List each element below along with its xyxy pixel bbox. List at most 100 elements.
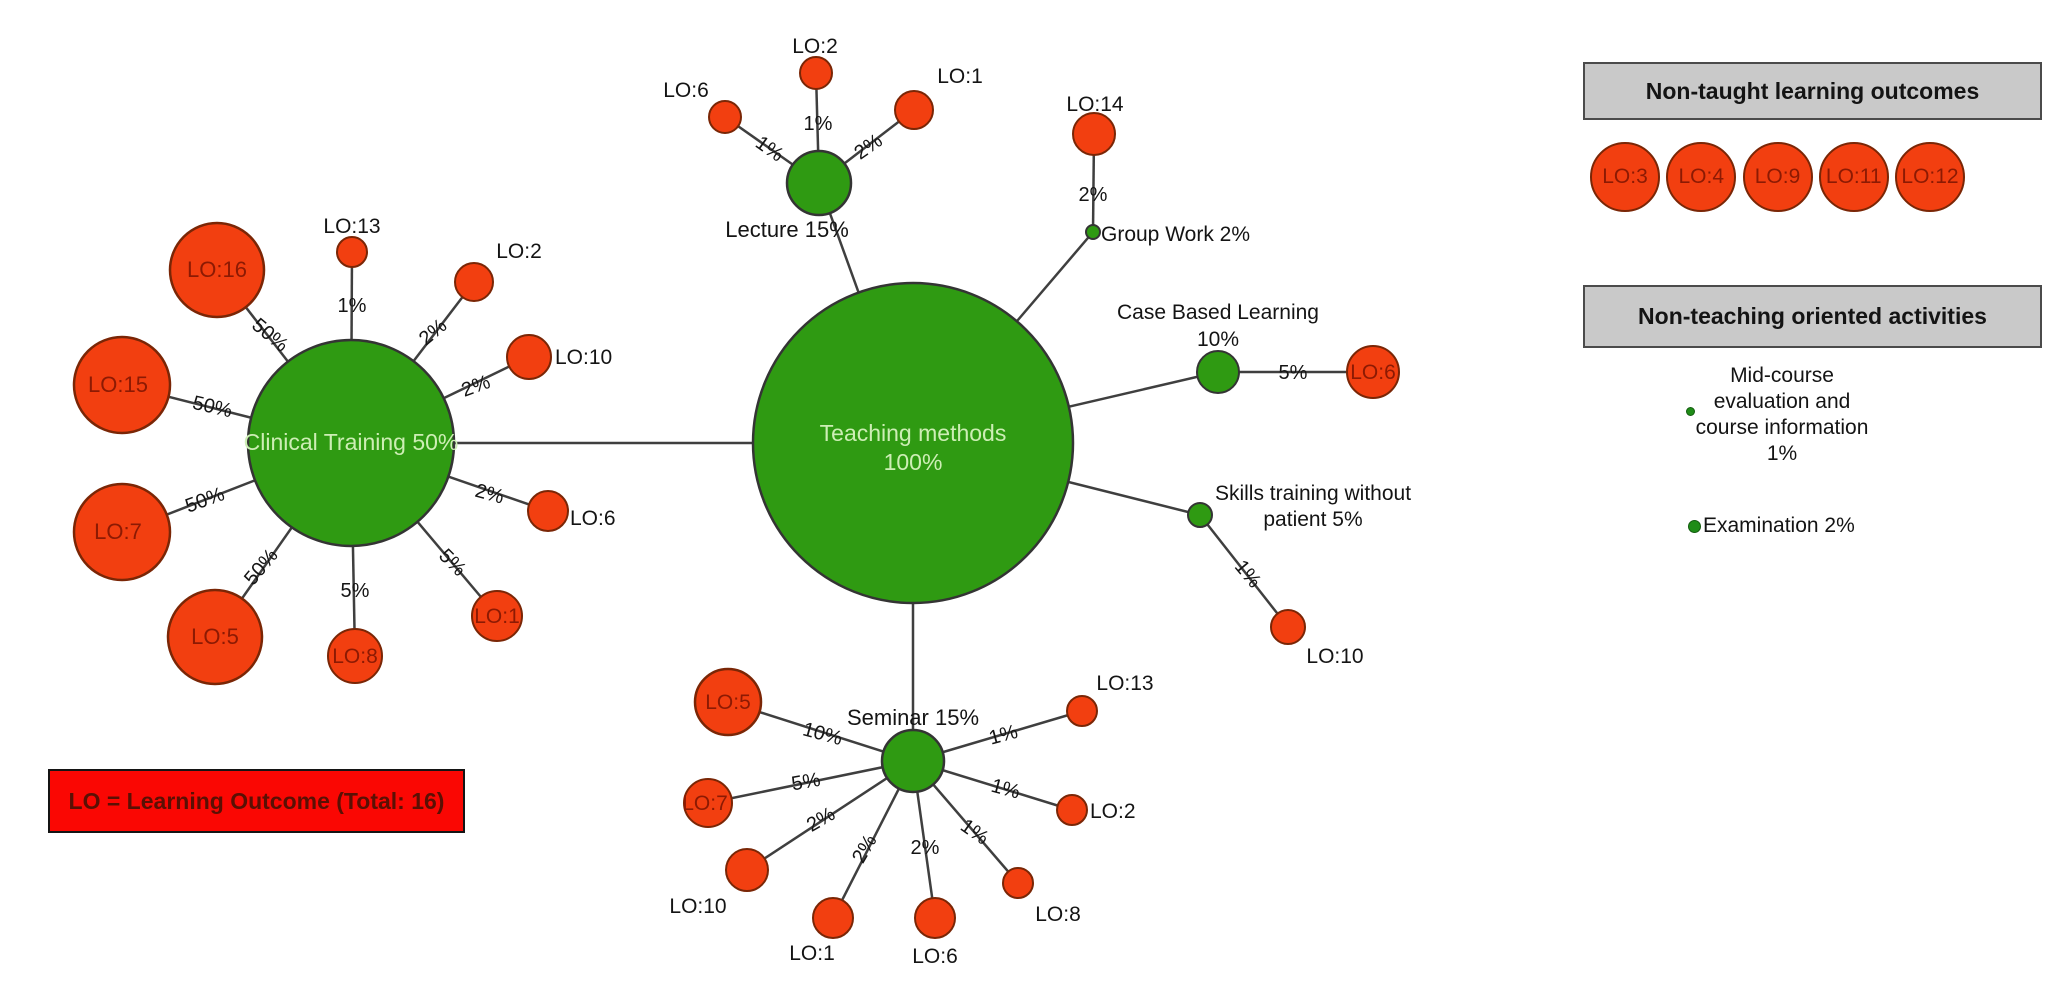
node-lec_lo6 <box>708 100 742 134</box>
non-taught-lo-circle: LO:9 <box>1742 142 1813 212</box>
node-sem_lo13 <box>1066 695 1098 727</box>
label-cl_lo1: LO:1 <box>474 605 520 628</box>
pct-seminar-sem_lo2: 1% <box>989 775 1023 804</box>
lo-legend-text: LO = Learning Outcome (Total: 16) <box>68 787 445 814</box>
label-sem_lo6: LO:6 <box>912 945 958 968</box>
pct-clinical-cl_lo1: 5% <box>434 545 470 581</box>
non-taught-lo-label: LO:3 <box>1602 165 1648 188</box>
label-cl_lo7: LO:7 <box>94 519 142 544</box>
label-sem_lo13: LO:13 <box>1096 672 1153 695</box>
midcourse-line-2: evaluation and <box>1713 390 1851 413</box>
label-lo14: LO:14 <box>1066 93 1124 116</box>
non-taught-lo-label: LO:11 <box>1825 165 1882 188</box>
midcourse-line-3: course information <box>1695 416 1869 439</box>
node-cbl <box>1196 350 1240 394</box>
midcourse-bullet-dot <box>1686 407 1695 416</box>
pct-clinical-cl_lo16: 50% <box>247 314 292 357</box>
label-groupwork: Group Work 2% <box>1101 223 1250 246</box>
node-seminar <box>880 728 946 794</box>
node-sem_lo1 <box>812 897 854 939</box>
node-lecture <box>785 149 853 217</box>
label-cl_lo16: LO:16 <box>187 257 247 282</box>
node-cbl_lo6 <box>1346 345 1400 399</box>
examination-label: Examination 2% <box>1703 514 1855 537</box>
label-cl_lo5: LO:5 <box>191 624 239 649</box>
node-cl_lo10 <box>506 334 552 380</box>
label-cbl_lo6: LO:6 <box>1350 361 1396 384</box>
pct-seminar-sem_lo7: 5% <box>790 769 823 796</box>
label-cl_lo6: LO:6 <box>570 507 616 530</box>
label-sem_lo5: LO:5 <box>705 691 751 714</box>
node-cl_lo16 <box>168 221 266 319</box>
label-sem_lo1: LO:1 <box>789 942 835 965</box>
node-cl_lo15 <box>72 335 172 435</box>
node-teaching <box>751 281 1075 605</box>
node-skills <box>1187 502 1213 528</box>
pct-clinical-cl_lo7: 50% <box>182 483 227 517</box>
node-sk_lo10 <box>1270 609 1306 645</box>
pct-seminar-sem_lo8: 1% <box>956 815 992 850</box>
pct-seminar-sem_lo13: 1% <box>987 721 1021 750</box>
node-sem_lo7 <box>683 778 733 828</box>
node-sem_lo10 <box>725 848 769 892</box>
label-lec_lo1: LO:1 <box>937 65 983 88</box>
label-cl_lo13: LO:13 <box>323 215 380 238</box>
node-clinical <box>246 338 456 548</box>
node-cl_lo1 <box>471 590 523 642</box>
node-sem_lo6 <box>914 897 956 939</box>
label-cbl: Case Based Learning 10% <box>1117 301 1319 351</box>
node-cl_lo8 <box>327 628 383 684</box>
pct-clinical-cl_lo13: 1% <box>338 295 367 317</box>
non-taught-lo-label: LO:9 <box>1754 165 1801 188</box>
node-cl_lo2 <box>454 262 494 302</box>
midcourse-line-1: Mid-course <box>1730 364 1834 387</box>
label-sk_lo10: LO:10 <box>1306 645 1363 668</box>
midcourse-line-4: 1% <box>1766 442 1798 465</box>
pct-seminar-sem_lo10: 2% <box>803 803 839 837</box>
label-sem_lo2: LO:2 <box>1090 800 1136 823</box>
pct-seminar-sem_lo1: 2% <box>848 831 882 867</box>
label-sem_lo8: LO:8 <box>1035 903 1081 926</box>
label-cl_lo15: LO:15 <box>88 372 148 397</box>
pct-lecture-lec_lo2: 1% <box>804 113 833 135</box>
non-taught-title-box: Non-taught learning outcomes <box>1583 62 2042 120</box>
node-cl_lo6 <box>527 490 569 532</box>
non-taught-lo-label: LO:4 <box>1678 165 1725 188</box>
node-cl_lo13 <box>336 236 368 268</box>
edge-seminar-sem_lo10 <box>746 759 914 872</box>
node-lo14 <box>1072 112 1116 156</box>
pct-clinical-cl_lo15: 50% <box>190 392 234 422</box>
label-cl_lo10: LO:10 <box>555 346 612 369</box>
non-taught-lo-label: LO:12 <box>1901 165 1959 188</box>
non-taught-title: Non-taught learning outcomes <box>1645 77 1980 104</box>
label-clinical: Clinical Training 50% <box>244 429 459 455</box>
pct-clinical-cl_lo6: 2% <box>473 480 507 509</box>
non-taught-lo-circle: LO:4 <box>1666 142 1737 212</box>
non-taught-lo-circle: LO:12 <box>1895 142 1965 212</box>
node-lec_lo2 <box>799 56 833 90</box>
examination-bullet-dot <box>1688 520 1701 533</box>
midcourse-label: Mid-course evaluation and course informa… <box>1668 363 1896 467</box>
lo-legend-box: LO = Learning Outcome (Total: 16) <box>48 769 465 833</box>
non-teaching-title-box: Non-teaching oriented activities <box>1583 285 2042 348</box>
label-lecture: Lecture 15% <box>725 217 849 242</box>
pct-clinical-cl_lo8: 5% <box>341 580 370 602</box>
label-cl_lo8: LO:8 <box>332 645 378 668</box>
non-taught-circles: LO:3 LO:4 LO:9 LO:11 LO:12 <box>1590 142 1965 212</box>
pct-seminar-sem_lo5: 10% <box>800 718 845 750</box>
non-taught-lo-circle: LO:11 <box>1818 142 1889 212</box>
node-groupwork <box>1085 224 1101 240</box>
node-lec_lo1 <box>894 90 934 130</box>
label-sem_lo10: LO:10 <box>669 895 726 918</box>
node-sem_lo2 <box>1056 794 1088 826</box>
pct-lecture-lec_lo6: 1% <box>751 132 787 167</box>
label-sem_lo7: LO:7 <box>682 792 728 815</box>
node-cl_lo5 <box>166 588 264 686</box>
edge-seminar-sem_lo7 <box>707 759 914 805</box>
pct-seminar-sem_lo6: 2% <box>911 837 940 859</box>
edge-skills-sk_lo10 <box>1199 514 1289 628</box>
label-lec_lo6: LO:6 <box>663 79 709 102</box>
node-cl_lo7 <box>72 482 172 582</box>
